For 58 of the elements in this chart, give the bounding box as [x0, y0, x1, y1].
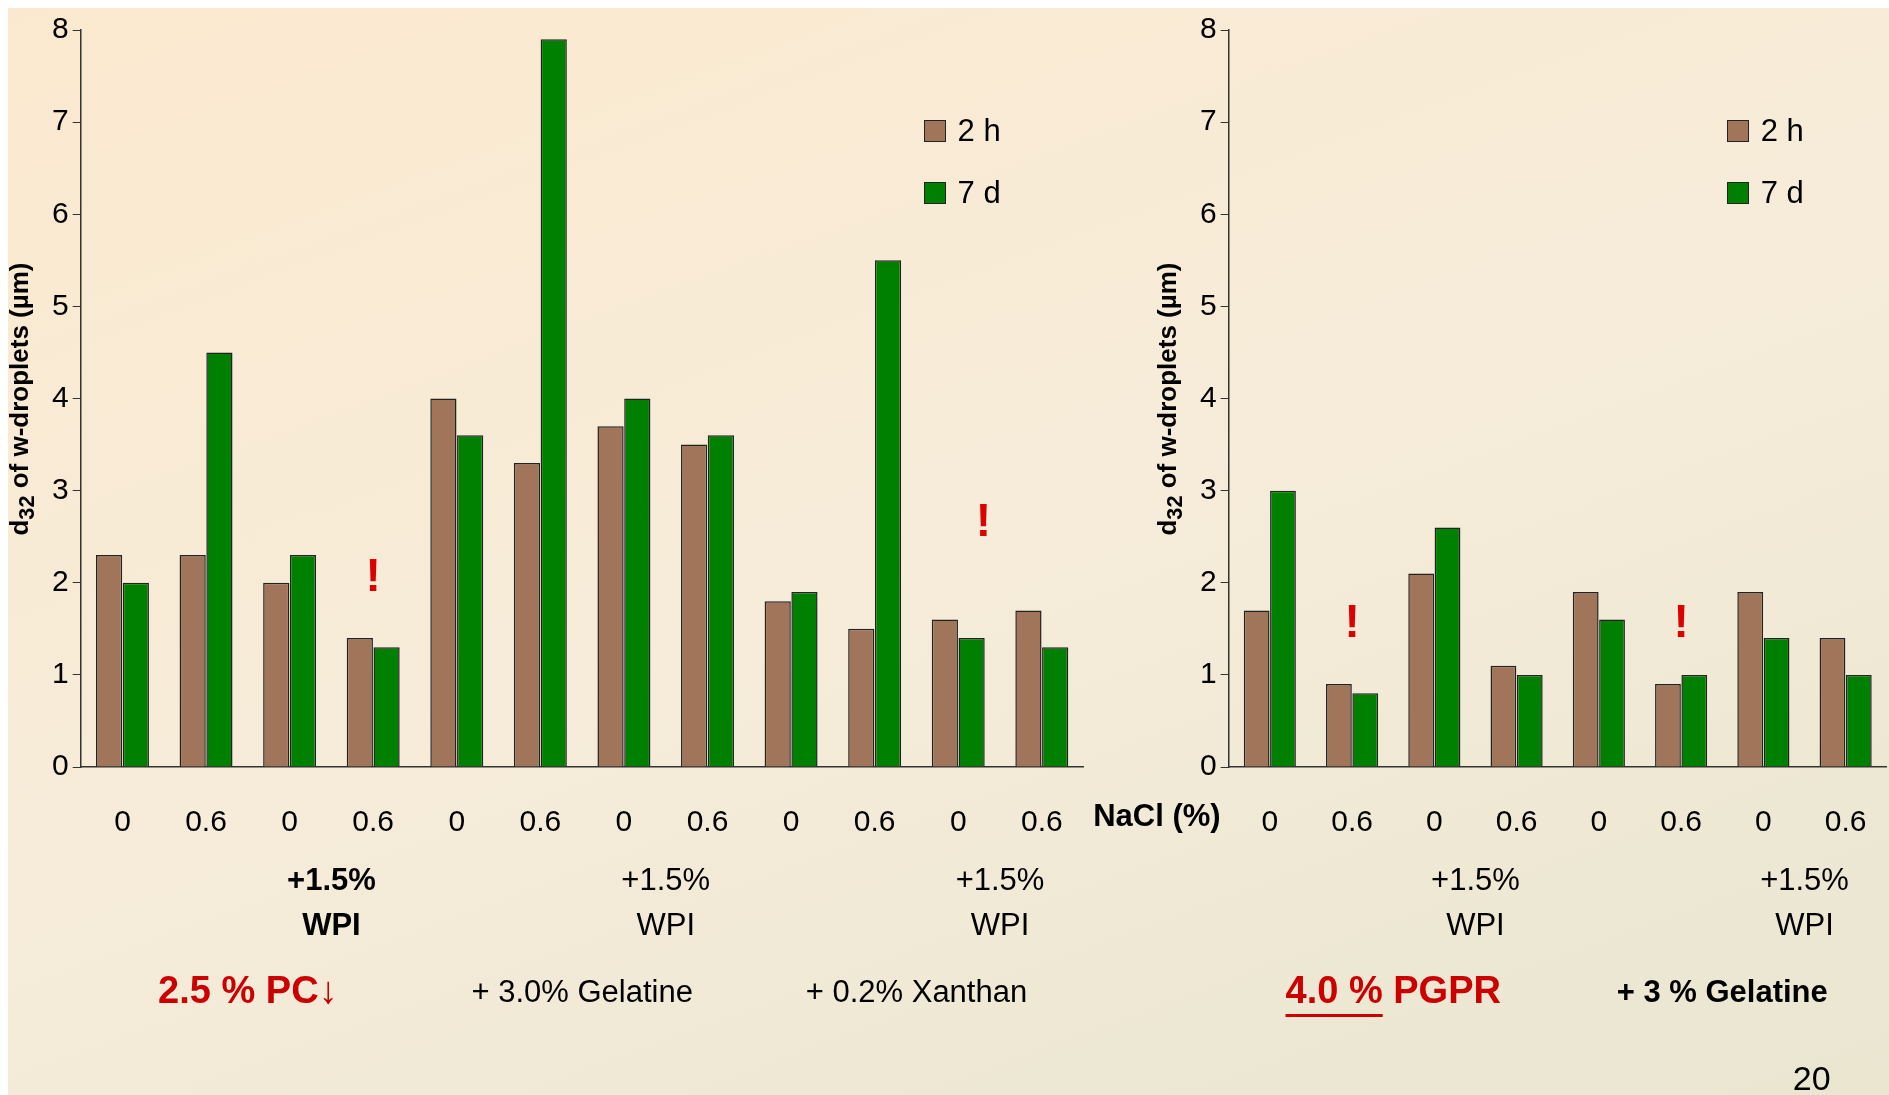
x-tick-label: 0 [114, 804, 131, 838]
y-tick-label: 4 [52, 379, 69, 413]
text: 20 [1792, 1059, 1831, 1095]
annotation: ! [1673, 594, 1689, 647]
legend-label: 2 h [957, 113, 1001, 149]
y-tick-label: 7 [52, 103, 69, 137]
y-tick-label: 3 [1200, 471, 1217, 505]
text: NaCl (%) [1093, 797, 1221, 833]
x-tick-label: 0.6 [686, 804, 729, 838]
text: + 3 % Gelatine [1616, 973, 1828, 1009]
y-tick-label: 6 [1200, 195, 1217, 229]
x-tick-label: 0.6 [1660, 804, 1702, 838]
x-tick-label: 0.6 [1495, 804, 1538, 838]
text: +1.5% WPI [1760, 861, 1849, 942]
text: 7 d [957, 175, 1001, 211]
x-tick-label: 0 [1261, 804, 1279, 838]
y-tick-label: 5 [1200, 287, 1217, 321]
y-tick-label: 1 [52, 656, 69, 690]
x-tick-label: 0 [448, 804, 466, 838]
legend-label: 7 d [1760, 175, 1804, 211]
y-tick-label: 0 [1200, 748, 1217, 782]
legend-label: 2 h [1760, 113, 1804, 149]
y-tick-label: 5 [52, 287, 69, 321]
y-tick-label: 6 [52, 195, 69, 229]
x-tick-label: 0.6 [352, 804, 395, 838]
x-tick-label: 0 [782, 804, 800, 838]
annotation: ! [975, 493, 991, 546]
text: +1.5% WPI [1431, 861, 1520, 942]
x-tick-label: 0 [615, 804, 633, 838]
y-tick-label: 8 [1200, 11, 1217, 45]
x-tick-label: 0 [1426, 804, 1443, 838]
y-tick-label: 2 [52, 564, 69, 598]
y-tick-label: 8 [52, 11, 69, 45]
x-tick-label: 0.6 [1020, 804, 1063, 838]
annotation: ! [365, 548, 381, 601]
x-tick-label: 0.6 [1824, 804, 1867, 838]
x-tick-label: 0 [949, 804, 967, 838]
x-tick-label: 0.6 [1331, 804, 1373, 838]
text: 4.0 % PGPR [1285, 969, 1501, 1012]
y-tick-label: 1 [1200, 656, 1217, 690]
text: + 3.0% Gelatine [471, 973, 693, 1009]
y-tick-label: 3 [52, 471, 69, 505]
x-tick-label: 0 [1755, 804, 1772, 838]
y-tick-label: 2 [1200, 564, 1217, 598]
x-tick-label: 0 [281, 804, 298, 838]
x-tick-label: 0.6 [853, 804, 896, 838]
text: +1.5% WPI [955, 861, 1045, 942]
y-tick-label: 0 [52, 748, 69, 782]
x-tick-label: 0 [1590, 804, 1608, 838]
text: +1.5% WPI [287, 861, 376, 942]
x-tick-label: 0.6 [519, 804, 562, 838]
text: + 0.2% Xanthan [805, 973, 1028, 1009]
text: +1.5% WPI [621, 861, 711, 942]
annotation: ! [1344, 594, 1360, 647]
y-tick-label: 4 [1200, 379, 1217, 413]
x-tick-label: 0.6 [185, 804, 227, 838]
y-tick-label: 7 [1200, 103, 1217, 137]
text: 2.5 % PC↓ [158, 969, 338, 1012]
